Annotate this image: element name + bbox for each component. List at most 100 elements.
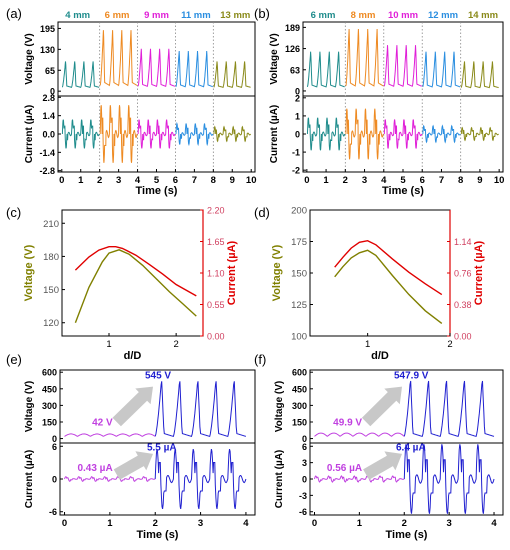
y-tick-label: 180 <box>43 252 59 263</box>
panel-letter: (c) <box>6 205 21 220</box>
y-tick-label: 300 <box>292 401 307 411</box>
voltage-series <box>383 45 422 87</box>
y-tick-label: -2 <box>292 166 300 176</box>
panel-letter: (e) <box>6 352 22 367</box>
y-tick-label: 150 <box>291 269 307 280</box>
x-tick-label: 2 <box>402 518 407 529</box>
current-high-label: 6.4 µA <box>396 443 426 454</box>
y-axis-label: Current (µA) <box>24 450 35 509</box>
y-axis-label: Voltage (V) <box>271 244 283 301</box>
plot-frame <box>61 209 204 337</box>
current-series <box>422 124 461 144</box>
current-series <box>99 105 138 163</box>
y-tick-label: 63 <box>290 65 300 75</box>
x-axis-label: Time (s) <box>382 185 424 197</box>
y-axis-label: Voltage (V) <box>269 33 280 84</box>
y-tick-label: 130 <box>40 45 55 55</box>
y2-tick-label: 0.00 <box>207 332 225 342</box>
current-series <box>61 119 100 149</box>
y-tick-label: 600 <box>292 368 307 378</box>
y-tick-label: 0 <box>295 86 300 96</box>
y-axis-label: Current (µA) <box>274 450 285 509</box>
x-tick-label: 4 <box>381 175 387 186</box>
plot-frame <box>57 21 256 173</box>
x-tick-label: 8 <box>458 175 463 186</box>
x-tick-label: 0 <box>59 175 64 186</box>
y-tick-label: 150 <box>43 285 59 296</box>
x-axis-label: d/D <box>371 350 389 362</box>
y-axis-label: Current (µA) <box>24 105 35 164</box>
x-tick-label: 2 <box>447 339 452 350</box>
voltage-low-label: 42 V <box>92 417 113 428</box>
y-tick-label: 3 <box>302 458 307 468</box>
y-tick-label: 175 <box>291 237 307 248</box>
y2-axis-label: Current (µA) <box>473 240 485 305</box>
y-tick-label: 210 <box>43 219 59 230</box>
y-tick-label: -1.4 <box>39 148 55 158</box>
y-tick-label: 189 <box>285 23 300 33</box>
x-tick-label: 6 <box>173 175 178 186</box>
y-tick-label: 200 <box>291 206 307 217</box>
current-series <box>213 125 252 143</box>
voltage-series <box>99 30 138 87</box>
y2-tick-label: 2.20 <box>207 206 225 216</box>
x-axis-label: Time (s) <box>136 185 178 197</box>
x-tick-label: 0 <box>312 518 317 529</box>
y2-tick-label: 0.55 <box>207 300 225 310</box>
y2-axis-label: Current (µA) <box>226 240 238 305</box>
x-tick-label: 2 <box>343 175 348 186</box>
x-tick-label: 1 <box>357 518 363 529</box>
voltage-series <box>460 61 499 89</box>
x-tick-label: 5 <box>400 175 406 186</box>
y-tick-label: 450 <box>42 384 57 394</box>
x-tick-label: 7 <box>192 175 197 186</box>
y-tick-label: 150 <box>292 417 307 427</box>
x-tick-label: 1 <box>107 518 113 529</box>
current-high-series <box>154 448 247 510</box>
legend-label: 4 mm <box>65 10 90 21</box>
y-tick-label: 600 <box>42 368 57 378</box>
y-tick-label: -6 <box>49 507 57 517</box>
y2-tick-label: 1.10 <box>207 269 225 279</box>
voltage-series <box>306 51 345 88</box>
x-tick-label: 7 <box>439 175 444 186</box>
y-axis-label: Voltage (V) <box>23 244 35 301</box>
current-high-series <box>403 444 495 514</box>
y-tick-label: 65 <box>45 66 55 76</box>
current-low-label: 0.43 µA <box>77 463 112 474</box>
current-low-series <box>64 476 156 482</box>
y-axis-label: Voltage (V) <box>24 33 35 84</box>
legend-label: 9 mm <box>144 10 169 21</box>
voltage-curve <box>334 249 443 324</box>
current-series <box>137 119 176 149</box>
x-axis-label: Time (s) <box>386 529 428 541</box>
y-tick-label: 2 <box>295 93 300 103</box>
y-tick-label: -2.8 <box>39 166 55 176</box>
x-tick-label: 10 <box>494 175 505 186</box>
voltage-series <box>422 51 461 88</box>
y-tick-label: -3 <box>299 491 307 501</box>
x-tick-label: 9 <box>230 175 235 186</box>
voltage-low-series <box>314 432 405 437</box>
x-tick-label: 3 <box>116 175 121 186</box>
voltage-series <box>345 28 384 87</box>
voltage-high-label: 545 V <box>145 370 171 381</box>
x-tick-label: 9 <box>477 175 482 186</box>
x-tick-label: 1 <box>323 175 329 186</box>
current-arrow <box>113 451 153 480</box>
current-series <box>175 121 214 147</box>
y-tick-label: 1 <box>295 111 300 121</box>
y-tick-label: -6 <box>299 507 307 517</box>
plot-frame <box>309 209 451 337</box>
current-curve <box>74 246 197 297</box>
x-tick-label: 3 <box>446 518 451 529</box>
y2-tick-label: 0.76 <box>454 269 472 279</box>
x-tick-label: 2 <box>153 518 158 529</box>
current-series <box>460 126 499 142</box>
x-tick-label: 6 <box>420 175 425 186</box>
legend-label: 6 mm <box>105 10 130 21</box>
x-tick-label: 1 <box>365 339 370 350</box>
current-low-series <box>314 475 405 483</box>
y-tick-label: 0 <box>52 475 57 485</box>
